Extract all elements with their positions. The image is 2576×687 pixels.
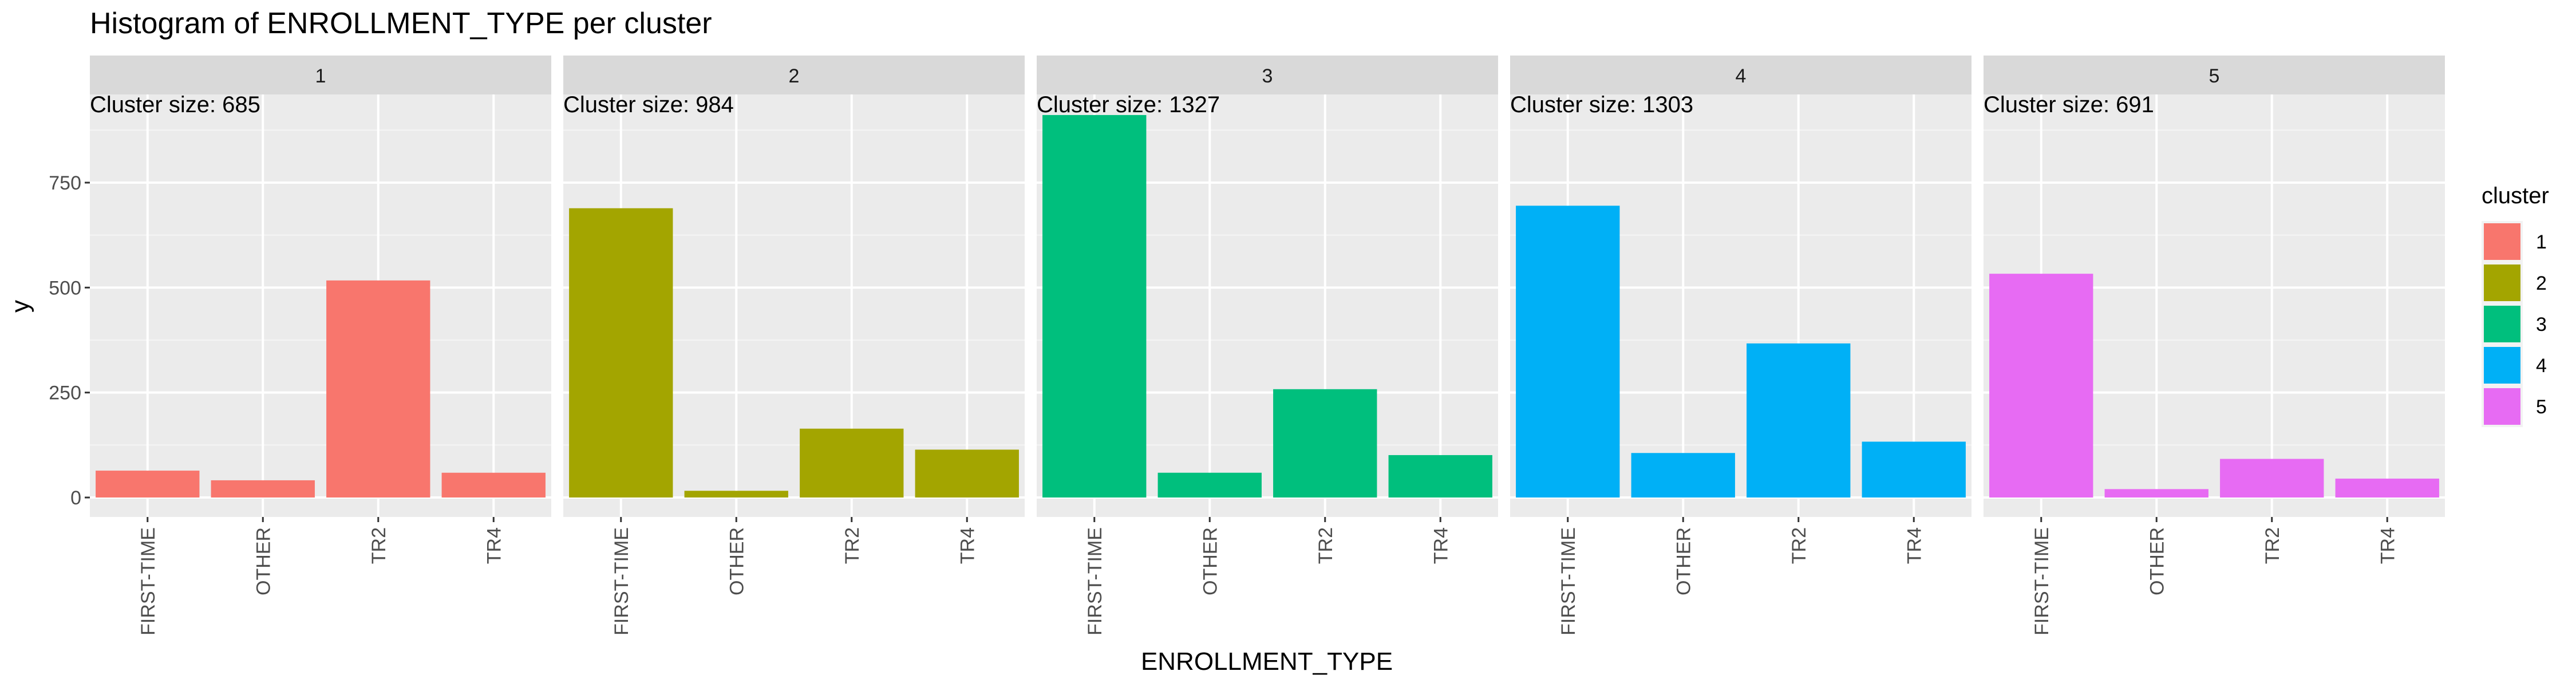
x-tick-label: OTHER <box>726 527 748 595</box>
facet-strip-label: 5 <box>2209 65 2220 87</box>
cluster-size-annotation: Cluster size: 685 <box>90 92 260 117</box>
x-tick-label: TR2 <box>368 527 390 564</box>
y-tick-label: 250 <box>49 382 81 404</box>
legend-item-3: 3 <box>2482 303 2547 345</box>
bar-cluster-2-tr2 <box>800 428 904 498</box>
x-tick-label: OTHER <box>1199 527 1221 595</box>
x-tick-label: TR2 <box>841 527 863 564</box>
legend-label: 5 <box>2536 396 2547 418</box>
bar-cluster-3-tr4 <box>1388 455 1492 498</box>
cluster-size-annotation: Cluster size: 1327 <box>1037 92 1220 117</box>
x-tick-label: TR2 <box>1788 527 1810 564</box>
facet-strip <box>1037 56 1498 94</box>
bar-cluster-4-tr2 <box>1747 343 1851 498</box>
bar-cluster-3-first-time <box>1042 114 1147 498</box>
legend-swatch <box>2484 264 2520 301</box>
legend-item-2: 2 <box>2482 262 2547 303</box>
bar-cluster-4-tr4 <box>1862 441 1966 498</box>
chart-title: Histogram of ENROLLMENT_TYPE per cluster <box>90 7 712 40</box>
facet-panel-2: 2 Cluster size: 984 FIRST-TIME OTHER TR2 TR4 <box>563 56 1025 635</box>
legend-item-5: 5 <box>2482 386 2547 427</box>
x-tick-label: TR4 <box>1903 527 1925 564</box>
bar-cluster-1-other <box>211 480 315 498</box>
facet-panel-4: 4 Cluster size: 1303 FIRST-TIME OTHER TR2 TR4 <box>1510 56 1971 635</box>
x-tick-label: FIRST-TIME <box>1558 527 1579 635</box>
x-tick-label: TR2 <box>2262 527 2283 564</box>
cluster-size-annotation: Cluster size: 984 <box>563 92 734 117</box>
legend-item-1: 1 <box>2482 221 2547 262</box>
legend: cluster 1 2 3 4 5 <box>2482 183 2549 427</box>
legend-items: 1 2 3 4 5 <box>2482 221 2547 427</box>
y-axis-title: y <box>6 300 34 313</box>
bar-cluster-5-tr4 <box>2335 479 2439 498</box>
facet-strip-label: 3 <box>1262 65 1273 87</box>
legend-item-4: 4 <box>2482 345 2547 386</box>
facet-panel-1: 1 Cluster size: 685 FIRST-TIME OTHER TR2 TR4 <box>90 56 551 635</box>
facet-strip-label: 1 <box>315 65 326 87</box>
x-axis-title: ENROLLMENT_TYPE <box>1141 647 1393 676</box>
x-tick-label: OTHER <box>2146 527 2168 595</box>
legend-label: 2 <box>2536 273 2547 294</box>
bar-cluster-1-tr4 <box>441 472 546 498</box>
cluster-size-annotation: Cluster size: 691 <box>1984 92 2154 117</box>
bar-cluster-1-tr2 <box>326 280 430 498</box>
bar-cluster-3-other <box>1157 472 1262 498</box>
bar-cluster-5-other <box>2104 489 2208 498</box>
bar-cluster-4-first-time <box>1516 206 1620 498</box>
facet-strip <box>563 56 1025 94</box>
legend-label: 3 <box>2536 314 2547 335</box>
legend-swatch <box>2484 306 2520 342</box>
legend-swatch <box>2484 388 2520 425</box>
x-tick-label: TR4 <box>483 527 505 564</box>
legend-label: 4 <box>2536 355 2547 377</box>
bar-cluster-5-tr2 <box>2220 459 2324 498</box>
x-tick-label: FIRST-TIME <box>1084 527 1106 635</box>
facet-panel-3: 3 Cluster size: 1327 FIRST-TIME OTHER TR2 TR4 <box>1037 56 1498 635</box>
x-tick-label: FIRST-TIME <box>611 527 633 635</box>
bar-cluster-4-other <box>1631 453 1735 498</box>
facet-strip <box>1510 56 1971 94</box>
bar-cluster-1-first-time <box>96 471 200 498</box>
bar-cluster-2-tr4 <box>915 449 1019 498</box>
bar-cluster-2-other <box>684 491 788 498</box>
panel-background <box>90 94 551 517</box>
x-tick-label: TR2 <box>1315 527 1337 564</box>
bar-cluster-5-first-time <box>1989 274 2093 498</box>
legend-swatch <box>2484 223 2520 260</box>
y-tick-label: 500 <box>49 277 81 299</box>
legend-swatch <box>2484 347 2520 384</box>
x-tick-label: FIRST-TIME <box>2031 527 2053 635</box>
legend-label: 1 <box>2536 231 2547 253</box>
facet-strip <box>1984 56 2445 94</box>
cluster-size-annotation: Cluster size: 1303 <box>1510 92 1693 117</box>
facet-panel-5: 5 Cluster size: 691 FIRST-TIME OTHER TR2 TR4 <box>1984 56 2445 635</box>
y-tick-label: 750 <box>49 172 81 194</box>
facet-strip-label: 4 <box>1736 65 1747 87</box>
x-tick-label: TR4 <box>957 527 978 564</box>
bar-cluster-2-first-time <box>569 208 673 498</box>
x-tick-label: OTHER <box>1673 527 1694 595</box>
facet-strip-label: 2 <box>789 65 800 87</box>
y-axis: 0 250 500 750 <box>49 172 90 509</box>
bar-cluster-3-tr2 <box>1273 389 1377 498</box>
x-tick-label: TR4 <box>2377 527 2399 564</box>
x-tick-label: OTHER <box>252 527 274 595</box>
legend-title: cluster <box>2482 183 2549 208</box>
x-tick-label: FIRST-TIME <box>137 527 159 635</box>
x-tick-label: TR4 <box>1430 527 1452 564</box>
y-tick-label: 0 <box>70 487 81 509</box>
facet-strip <box>90 56 551 94</box>
